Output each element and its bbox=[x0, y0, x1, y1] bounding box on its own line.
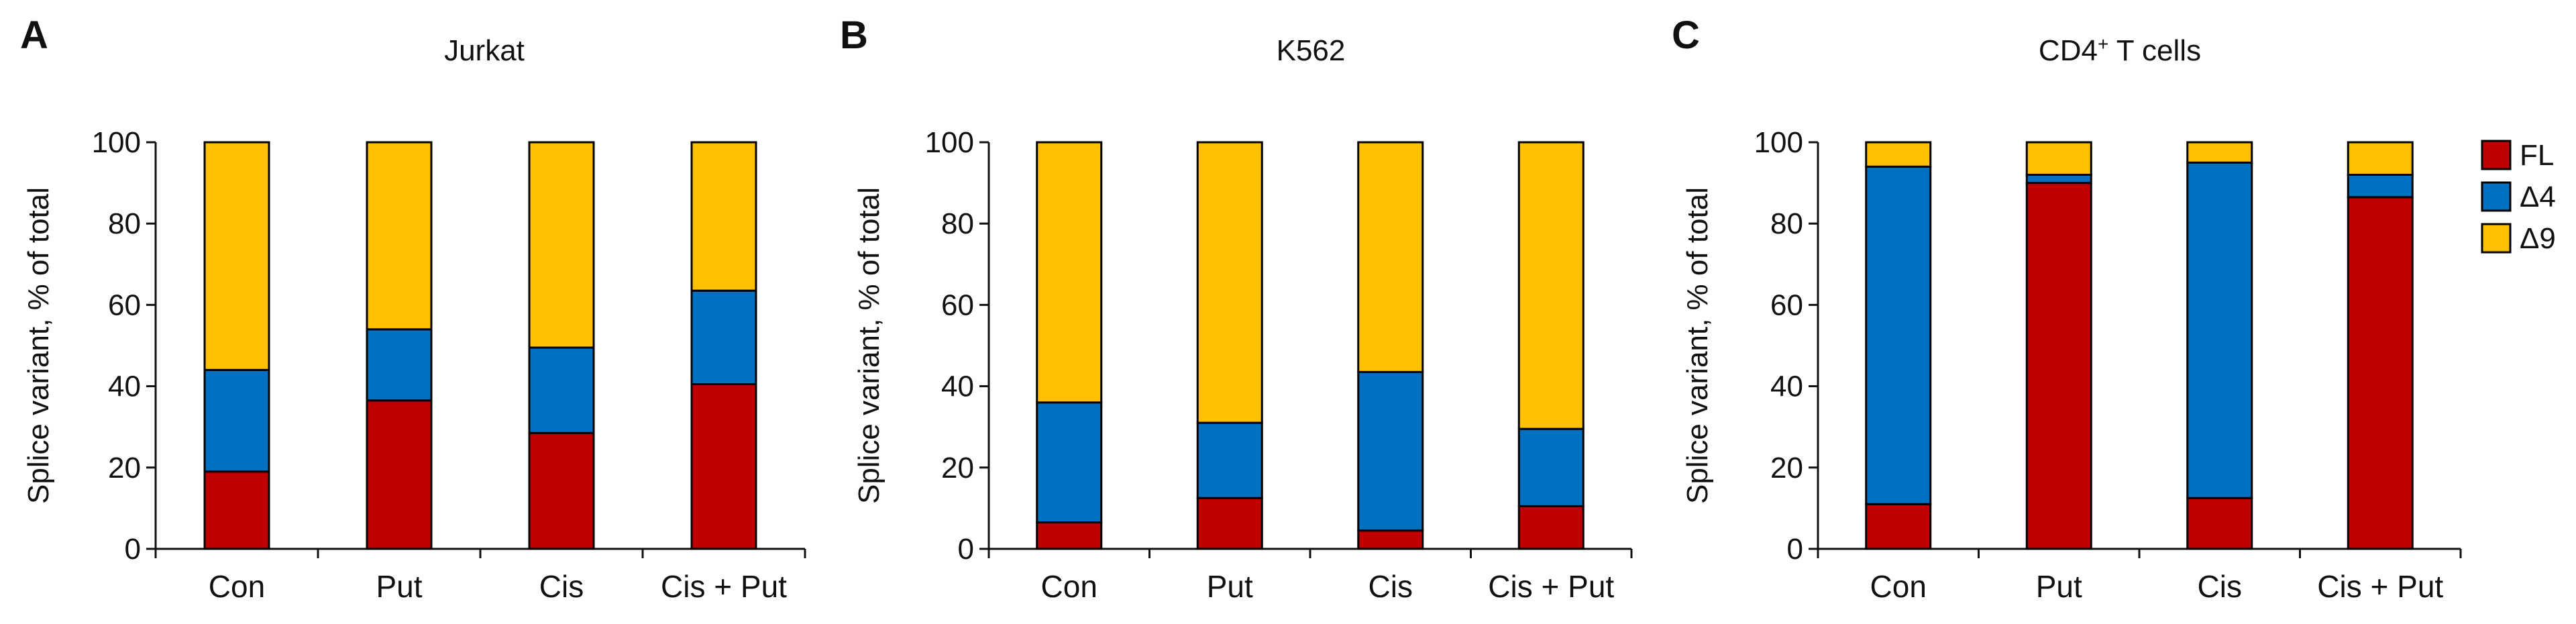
x-tick-label: Con bbox=[209, 569, 265, 604]
y-tick-label: 40 bbox=[108, 370, 141, 403]
y-tick-label: 80 bbox=[1770, 207, 1803, 240]
bar-segment-delta9 bbox=[1196, 141, 1263, 424]
y-tick-label: 40 bbox=[1770, 370, 1803, 403]
x-tick-label: Cis bbox=[539, 569, 584, 604]
y-tick-label: 40 bbox=[941, 370, 974, 403]
bar-segment-fl bbox=[366, 399, 433, 550]
bar-segment-delta4 bbox=[690, 289, 757, 386]
bar-segment-delta9 bbox=[366, 141, 433, 331]
bar-segment-fl bbox=[1196, 497, 1263, 550]
x-tick-label: Cis bbox=[1368, 569, 1413, 604]
legend: FL Δ4 Δ9 bbox=[2481, 139, 2556, 255]
bar-segment-delta4 bbox=[1036, 401, 1103, 524]
bar-segment-delta9 bbox=[203, 141, 270, 371]
chart-panel-a: A Jurkat Splice variant, % of total 0 20 40 60… bbox=[20, 13, 806, 604]
chart-title: CD4+ T cells bbox=[2039, 34, 2201, 68]
bar-segment-delta9 bbox=[2025, 141, 2092, 176]
chart-title-suffix: T cells bbox=[2108, 34, 2201, 67]
x-tick-label: Put bbox=[2036, 569, 2082, 604]
bar-segment-delta9 bbox=[2186, 141, 2253, 164]
chart-title-text: Jurkat bbox=[444, 34, 525, 67]
bar-segment-delta4 bbox=[2347, 173, 2414, 199]
bar-segment-fl bbox=[1517, 505, 1585, 550]
bar-segment-delta9 bbox=[1865, 141, 1932, 168]
chart-title-superscript: + bbox=[2098, 34, 2108, 54]
chart-panel-c: C CD4+ T cells Splice variant, % of total 0… bbox=[1672, 13, 2462, 604]
bar-segment-delta4 bbox=[1196, 421, 1263, 499]
bar-segment-delta4 bbox=[1517, 427, 1585, 507]
bar-segment-fl bbox=[2186, 497, 2253, 550]
y-axis-label: Splice variant, % of total bbox=[853, 187, 885, 504]
y-tick-label: 100 bbox=[925, 126, 974, 159]
y-tick-label: 80 bbox=[108, 207, 141, 240]
bar-segment-fl bbox=[690, 383, 757, 550]
y-tick-label: 20 bbox=[941, 452, 974, 484]
bar-segment-delta9 bbox=[528, 141, 595, 349]
legend-swatch-delta4 bbox=[2481, 181, 2512, 212]
y-tick-label: 0 bbox=[958, 533, 974, 566]
x-tick-label: Put bbox=[1207, 569, 1253, 604]
x-tick-label: Con bbox=[1870, 569, 1927, 604]
x-tick-label: Con bbox=[1041, 569, 1097, 604]
legend-swatch-delta9 bbox=[2481, 223, 2512, 254]
bar-segment-fl bbox=[1357, 529, 1424, 550]
bar-segment-delta9 bbox=[1517, 141, 1585, 430]
legend-label: Δ4 bbox=[2520, 180, 2556, 213]
chart-title: Jurkat bbox=[444, 34, 525, 67]
bar-segment-delta9 bbox=[690, 141, 757, 292]
bar-segment-delta4 bbox=[2025, 173, 2092, 185]
bar-segment-fl bbox=[2347, 196, 2414, 550]
panel-letter: A bbox=[20, 13, 48, 57]
bar-segment-delta9 bbox=[1036, 141, 1103, 404]
y-tick-label: 20 bbox=[1770, 452, 1803, 484]
legend-swatch-fl bbox=[2481, 140, 2512, 170]
bar-segment-delta4 bbox=[203, 368, 270, 473]
bar-segment-delta4 bbox=[2186, 161, 2253, 499]
panel-letter: B bbox=[840, 13, 868, 57]
x-tick-label: Cis + Put bbox=[2317, 569, 2443, 604]
y-tick-label: 20 bbox=[108, 452, 141, 484]
y-tick-label: 0 bbox=[125, 533, 141, 566]
x-tick-label: Cis + Put bbox=[661, 569, 787, 604]
y-tick-label: 0 bbox=[1787, 533, 1803, 566]
y-tick-label: 60 bbox=[1770, 289, 1803, 321]
y-tick-label: 100 bbox=[1754, 126, 1803, 159]
chart-title-text: CD4 bbox=[2039, 34, 2098, 67]
x-tick-label: Put bbox=[376, 569, 422, 604]
bar-segment-fl bbox=[2025, 182, 2092, 550]
x-tick-label: Cis + Put bbox=[1488, 569, 1614, 604]
bar-segment-delta4 bbox=[528, 346, 595, 434]
bar-segment-delta4 bbox=[1865, 165, 1932, 505]
legend-label: FL bbox=[2520, 139, 2554, 172]
bar-segment-delta9 bbox=[2347, 141, 2414, 176]
bar-segment-fl bbox=[1865, 503, 1932, 550]
y-axis-label: Splice variant, % of total bbox=[22, 187, 55, 504]
panel-letter: C bbox=[1672, 13, 1700, 57]
y-tick-label: 80 bbox=[941, 207, 974, 240]
chart-title-text: K562 bbox=[1277, 34, 1346, 67]
chart-title: K562 bbox=[1277, 34, 1346, 67]
bar-segment-delta4 bbox=[366, 328, 433, 402]
x-tick-label: Cis bbox=[2198, 569, 2242, 604]
y-tick-label: 60 bbox=[108, 289, 141, 321]
legend-label: Δ9 bbox=[2520, 222, 2556, 255]
y-tick-label: 100 bbox=[92, 126, 141, 159]
bar-segment-fl bbox=[1036, 521, 1103, 550]
bar-segment-delta4 bbox=[1357, 370, 1424, 532]
bar-segment-fl bbox=[203, 470, 270, 550]
y-tick-label: 60 bbox=[941, 289, 974, 321]
y-axis-label: Splice variant, % of total bbox=[1681, 187, 1714, 504]
bar-segment-fl bbox=[528, 431, 595, 550]
chart-panel-b: B K562 Splice variant, % of total 0 20 40 60 80… bbox=[840, 13, 1633, 604]
bar-segment-delta9 bbox=[1357, 141, 1424, 373]
